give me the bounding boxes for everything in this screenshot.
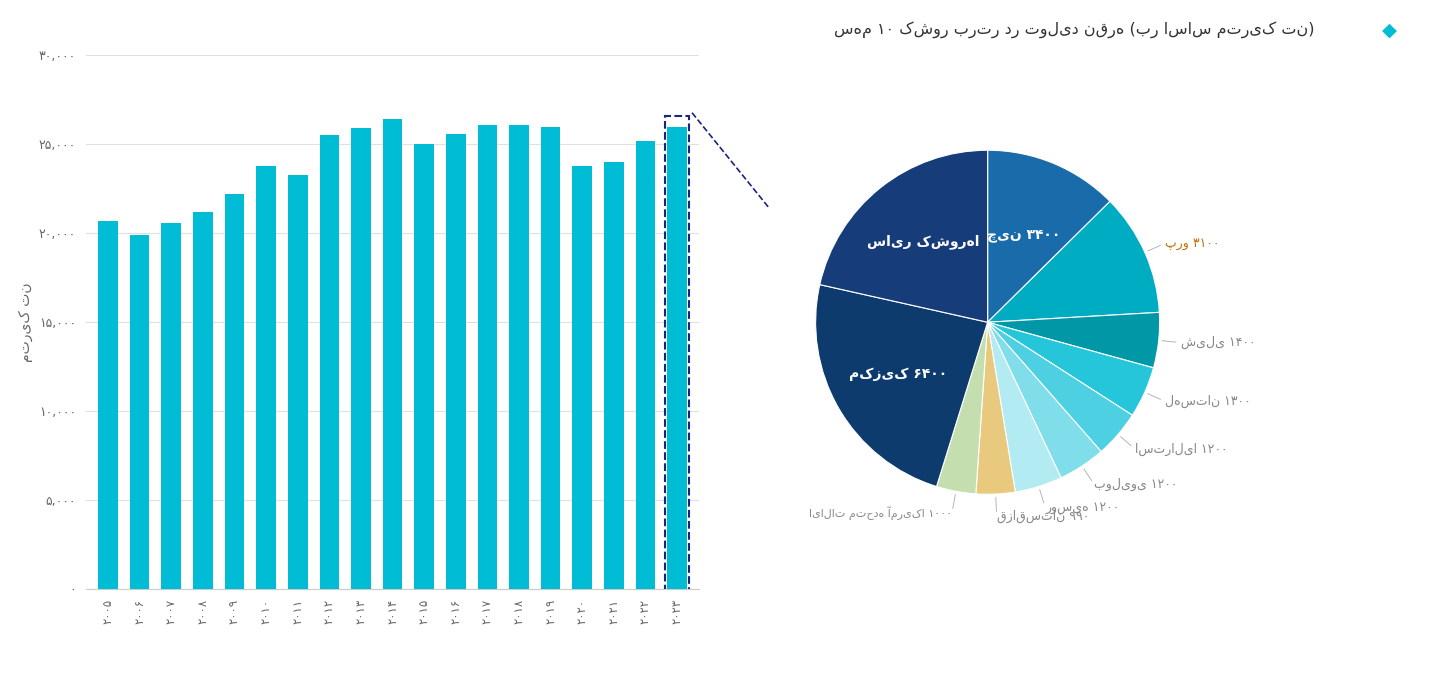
- Bar: [225, 194, 245, 589]
- Text: چین ۳۴۰۰: چین ۳۴۰۰: [988, 228, 1061, 242]
- Wedge shape: [988, 150, 1110, 322]
- Text: لهستان ۱۳۰۰: لهستان ۱۳۰۰: [1166, 395, 1252, 408]
- Bar: [99, 221, 117, 589]
- Bar: [256, 166, 276, 589]
- Bar: [382, 119, 402, 589]
- Bar: [573, 166, 591, 589]
- Bar: [193, 212, 213, 589]
- Bar: [351, 128, 371, 589]
- Bar: [162, 222, 180, 589]
- Wedge shape: [975, 322, 1015, 494]
- Bar: [510, 125, 528, 589]
- Wedge shape: [988, 322, 1101, 477]
- Bar: [604, 162, 624, 589]
- Text: سهم ۱۰ کشور برتر در تولید نقره (بر اساس متریک تن): سهم ۱۰ کشور برتر در تولید نقره (بر اساس …: [833, 21, 1315, 37]
- Bar: [414, 144, 434, 589]
- Bar: [636, 141, 656, 589]
- Text: پرو ۳۱۰۰: پرو ۳۱۰۰: [1166, 237, 1220, 249]
- Text: روسیه ۱۲۰۰: روسیه ۱۲۰۰: [1045, 501, 1120, 514]
- Bar: [541, 127, 560, 589]
- Text: مکزیک ۶۴۰۰: مکزیک ۶۴۰۰: [849, 367, 948, 381]
- Wedge shape: [988, 313, 1160, 368]
- Wedge shape: [819, 150, 988, 322]
- Text: استرالیا ۱۲۰۰: استرالیا ۱۲۰۰: [1136, 442, 1227, 455]
- Bar: [478, 125, 497, 589]
- Wedge shape: [988, 322, 1154, 415]
- Bar: [130, 235, 149, 589]
- Bar: [288, 175, 308, 589]
- Text: شیلی ۱۴۰۰: شیلی ۱۴۰۰: [1181, 336, 1256, 349]
- Wedge shape: [988, 202, 1160, 322]
- Bar: [319, 136, 339, 589]
- Bar: [445, 134, 465, 589]
- Text: ایالات متحده آمریکا ۱۰۰۰: ایالات متحده آمریکا ۱۰۰۰: [809, 507, 952, 520]
- Wedge shape: [988, 322, 1061, 492]
- Y-axis label: متریک تن: متریک تن: [19, 283, 33, 362]
- Bar: [667, 127, 687, 589]
- Text: بولیوی ۱۲۰۰: بولیوی ۱۲۰۰: [1094, 478, 1177, 491]
- Text: سایر کشورها: سایر کشورها: [866, 234, 979, 249]
- Text: قزاقستان ۹۹۰: قزاقستان ۹۹۰: [997, 510, 1090, 523]
- Wedge shape: [988, 322, 1133, 452]
- Wedge shape: [937, 322, 988, 494]
- Wedge shape: [816, 285, 988, 486]
- Text: ◆: ◆: [1382, 21, 1396, 40]
